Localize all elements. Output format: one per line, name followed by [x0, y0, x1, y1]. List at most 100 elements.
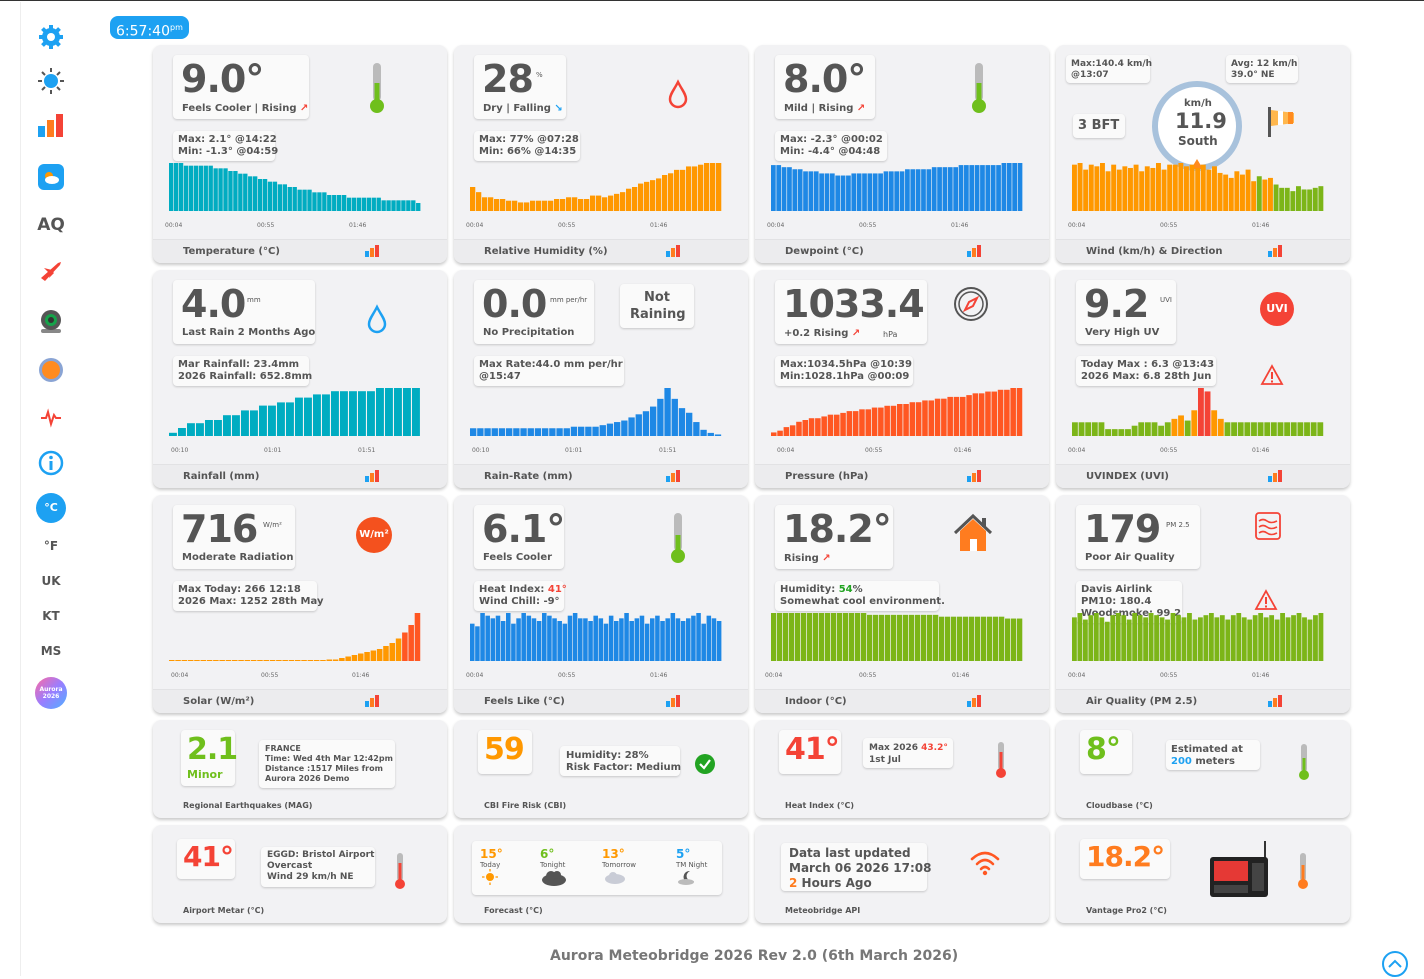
- chart-bar: [1297, 422, 1304, 436]
- chart-bar: [655, 615, 660, 661]
- chart-bar: [1240, 174, 1245, 211]
- chart-bar: [1091, 422, 1098, 436]
- chart-icon[interactable]: [1268, 470, 1282, 482]
- moon-icon[interactable]: [34, 355, 68, 385]
- rainrate-tile[interactable]: 0.0 mm per/hr No Precipitation Not Raini…: [454, 270, 748, 488]
- chart-bar: [213, 660, 219, 661]
- chart-bar: [512, 200, 518, 211]
- chart-bar: [173, 163, 179, 211]
- pulse-icon[interactable]: [34, 402, 68, 432]
- chart-bar: [991, 391, 998, 436]
- chart-bar: [578, 618, 583, 661]
- temp-title: Temperature (°C): [183, 246, 280, 257]
- temp-sub: Feels Cooler | Rising ↗: [182, 103, 309, 114]
- chart-bar: [827, 414, 834, 436]
- chart-bar: [1251, 422, 1257, 436]
- chart-icon[interactable]: [365, 695, 379, 707]
- chart-bar: [1012, 163, 1017, 211]
- chart-bar: [808, 171, 814, 211]
- earthquake-tile[interactable]: 2.1 Minor FRANCE Time: Wed 4th Mar 12:42…: [153, 720, 447, 818]
- temp-max: Max: 2.1° @14:22: [178, 134, 277, 145]
- chart-bar: [660, 621, 665, 661]
- wind-tile[interactable]: Max:140.4 km/h @13:07 Avg: 12 km/h 39.0°…: [1056, 45, 1350, 263]
- chart-icon[interactable]: [967, 695, 981, 707]
- vantage-tile[interactable]: 18.2° Vantage Pro2 (°C): [1056, 825, 1350, 923]
- chart-bar: [232, 415, 240, 436]
- chart-bar: [1211, 410, 1218, 436]
- unit-uk[interactable]: UK: [41, 574, 61, 588]
- info-icon[interactable]: [34, 448, 68, 478]
- chart-bar: [606, 423, 614, 436]
- chart-bar: [1225, 619, 1231, 661]
- chart-bar: [1143, 617, 1149, 661]
- pressure-tile[interactable]: 1033.4 +0.2 Rising ↗ hPa Max:1034.5hPa @…: [755, 270, 1049, 488]
- chart-bar: [304, 397, 312, 436]
- chart-icon[interactable]: [666, 245, 680, 257]
- chart-bar: [953, 167, 959, 211]
- cloud-value: 8°: [1086, 732, 1121, 767]
- chart-bar: [665, 618, 670, 661]
- chart-icon[interactable]: [365, 470, 379, 482]
- aq-link[interactable]: AQ: [37, 215, 65, 235]
- dewpoint-tile[interactable]: 8.0° Mild | Rising ↗ Max: -2.3° @00:02 M…: [755, 45, 1049, 263]
- chart-bar: [852, 411, 859, 436]
- chart-bar: [1262, 179, 1268, 211]
- temperature-tile[interactable]: 9.0° Feels Cooler | Rising ↗ Max: 2.1° @…: [153, 45, 447, 263]
- unit-ms[interactable]: MS: [40, 644, 62, 658]
- chart-bar: [396, 200, 401, 211]
- chart-bar: [476, 192, 482, 211]
- chart-bar: [624, 613, 629, 661]
- chart-bar: [921, 614, 927, 661]
- rainfall-tile[interactable]: 4.0 mm Last Rain 2 Months Ago Mar Rainfa…: [153, 270, 447, 488]
- metar-tile[interactable]: 41° EGGD: Bristol Airport Overcast Wind …: [153, 825, 447, 923]
- chart-icon[interactable]: [1268, 245, 1282, 257]
- chart-bar: [899, 171, 905, 211]
- forecast-tile[interactable]: 15° Today 6° Tonight 13° Tomorrow 5° TM …: [454, 825, 748, 923]
- webcam-icon[interactable]: [34, 306, 68, 336]
- chart-icon[interactable]: [666, 470, 680, 482]
- heatindex-tile[interactable]: 41° Max 2026 43.2° 1st Jul Heat Index (°…: [755, 720, 1049, 818]
- charts-icon[interactable]: [34, 110, 68, 140]
- cloudbase-tile[interactable]: 8° Estimated at 200 meters Cloudbase (°C…: [1056, 720, 1350, 818]
- weather-icon[interactable]: [34, 162, 68, 192]
- firerisk-tile[interactable]: 59 Humidity: 28% Risk Factor: Medium CBI…: [454, 720, 748, 818]
- chart-icon[interactable]: [666, 695, 680, 707]
- chart-icon[interactable]: [365, 245, 379, 257]
- clock: 6:57:40pm: [110, 16, 189, 40]
- indoor-tile[interactable]: 18.2° Rising ↗ Humidity: 54% Somewhat co…: [755, 495, 1049, 713]
- unit-celsius[interactable]: °C: [34, 493, 68, 523]
- theme-icon[interactable]: [34, 66, 68, 96]
- unit-fahrenheit[interactable]: °F: [43, 539, 59, 553]
- forecast-item: 5° TM Night: [676, 847, 722, 889]
- api-tile[interactable]: Data last updated March 06 2026 17:08 2 …: [755, 825, 1049, 923]
- chart-bar: [670, 613, 676, 661]
- chart-bar: [376, 649, 383, 661]
- chart-bar: [716, 163, 722, 211]
- chart-bar: [259, 405, 267, 436]
- chart-icon[interactable]: [967, 245, 981, 257]
- forecast-item: 13° Tomorrow: [602, 847, 652, 889]
- chart-icon[interactable]: [967, 470, 981, 482]
- chart-bar: [1214, 617, 1220, 661]
- gear-icon[interactable]: [34, 22, 68, 52]
- scroll-top-button[interactable]: [1382, 951, 1408, 977]
- chart-bar: [865, 409, 872, 436]
- chart-bar: [1247, 619, 1253, 661]
- chart-bar: [1088, 615, 1094, 661]
- chart-bar: [1116, 169, 1122, 211]
- humidity-tile[interactable]: 28 % Dry | Falling ↘ Max: 77% @07:28 Min…: [454, 45, 748, 263]
- chart-bar: [403, 388, 411, 436]
- unit-kt[interactable]: KT: [42, 609, 60, 623]
- chart-bar: [1104, 621, 1110, 661]
- airquality-tile[interactable]: 179 PM 2.5 Poor Air Quality Davis Airlin…: [1056, 495, 1350, 713]
- uv-tile[interactable]: 9.2 UVI Very High UV UVI Today Max : 6.3…: [1056, 270, 1350, 488]
- chart-bar: [175, 660, 181, 661]
- chart-bar: [840, 412, 846, 436]
- aurora-badge[interactable]: Aurora 2026: [34, 677, 68, 709]
- feelslike-tile[interactable]: 6.1° Feels Cooler Heat Index: 41° Wind C…: [454, 495, 748, 713]
- chart-bar: [402, 632, 408, 661]
- solar-tile[interactable]: 716 W/m² Moderate Radiation W/m² Max Tod…: [153, 495, 447, 713]
- chart-bar: [169, 660, 175, 661]
- chart-icon[interactable]: [1268, 695, 1282, 707]
- plane-icon[interactable]: [34, 256, 68, 286]
